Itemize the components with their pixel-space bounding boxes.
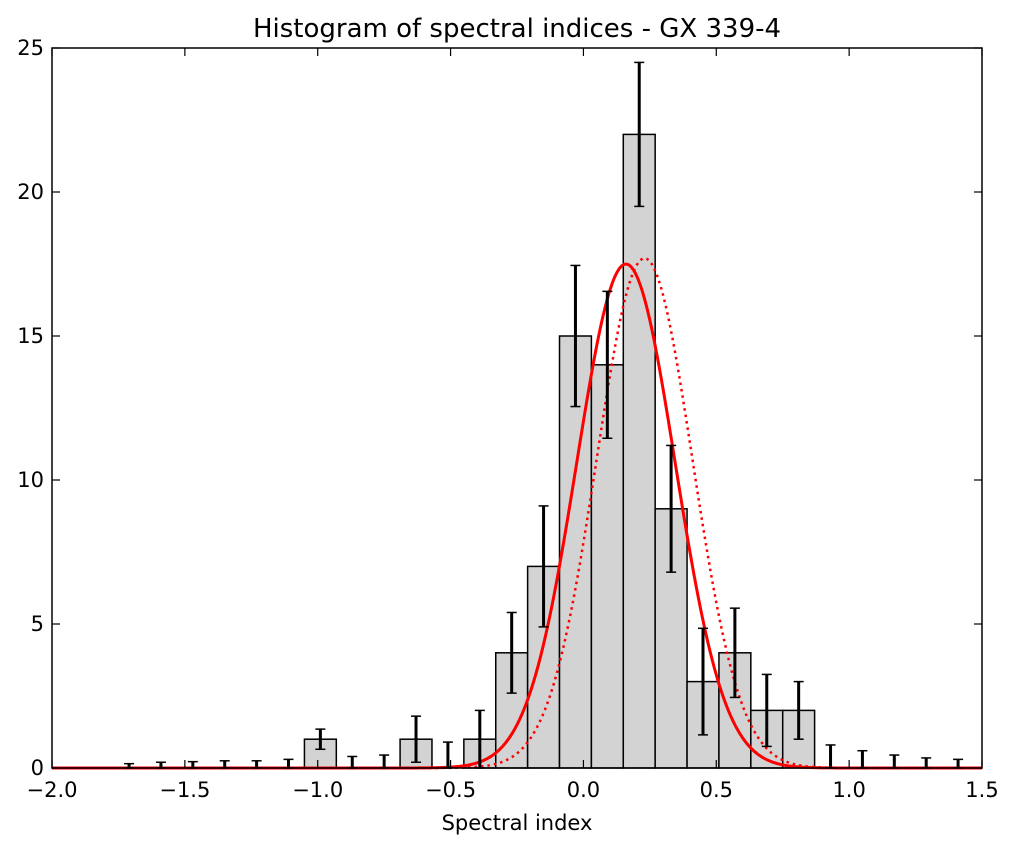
y-tick-label: 15 — [17, 324, 44, 348]
plot-area — [52, 48, 982, 768]
x-tick-label: −2.0 — [27, 778, 78, 802]
error-bar — [315, 728, 326, 751]
error-bar — [666, 444, 677, 573]
y-tick-label: 0 — [31, 756, 44, 780]
plot-background — [52, 48, 982, 768]
y-tick-label: 20 — [17, 180, 44, 204]
error-bar — [729, 607, 740, 699]
error-bar — [570, 264, 581, 408]
error-bar — [698, 627, 708, 736]
error-bar — [506, 611, 517, 694]
x-tick-label: −1.0 — [292, 778, 343, 802]
error-bar — [411, 715, 422, 763]
y-tick-label: 25 — [17, 36, 44, 60]
plot-frame — [51, 47, 983, 769]
error-bar — [634, 61, 645, 208]
x-tick-label: 0.5 — [700, 778, 733, 802]
y-tick-label: 5 — [31, 612, 44, 636]
x-tick-label: 1.0 — [832, 778, 865, 802]
x-tick-label: −0.5 — [425, 778, 476, 802]
error-bar — [761, 673, 772, 748]
chart-title: Histogram of spectral indices - GX 339-4 — [253, 14, 781, 44]
error-bar — [602, 290, 613, 439]
x-axis: −2.0 −1.5 −1.0 −0.5 0.0 0.5 1.0 1.5 — [27, 48, 999, 802]
x-axis-label: Spectral index — [442, 811, 593, 835]
y-tick-label: 10 — [17, 468, 44, 492]
x-tick-label: −1.5 — [159, 778, 210, 802]
x-tick-label: 0.0 — [567, 778, 600, 802]
axes-frame — [51, 47, 983, 769]
y-axis: 0 5 10 15 20 25 — [17, 36, 982, 780]
error-bar — [793, 680, 804, 740]
histogram-bar — [622, 133, 656, 769]
x-tick-label: 1.5 — [965, 778, 998, 802]
error-bar — [538, 505, 549, 628]
